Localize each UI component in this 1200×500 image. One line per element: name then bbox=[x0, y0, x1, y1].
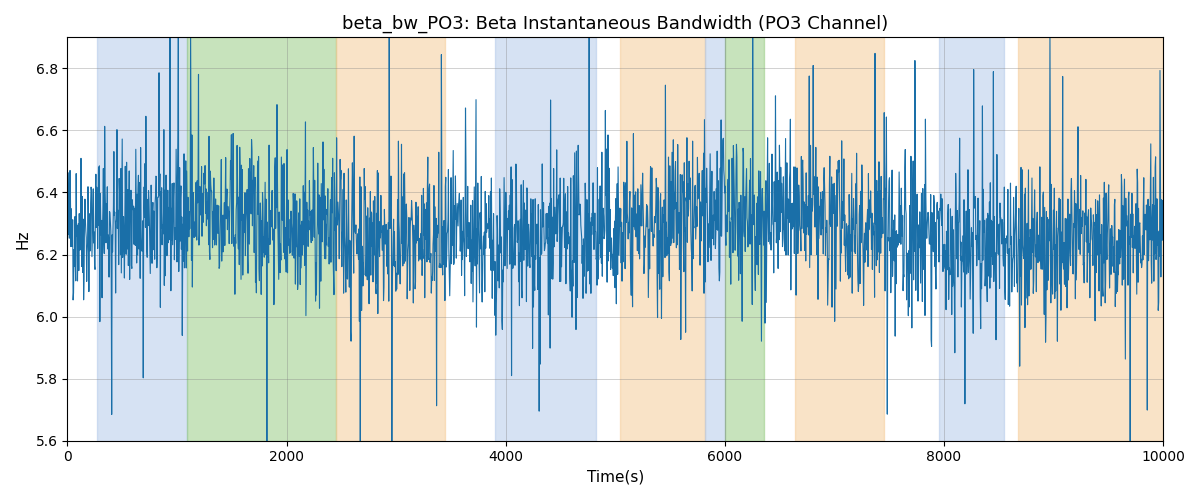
Title: beta_bw_PO3: Beta Instantaneous Bandwidth (PO3 Channel): beta_bw_PO3: Beta Instantaneous Bandwidt… bbox=[342, 15, 888, 34]
Bar bbox=[336, 38, 445, 440]
Bar bbox=[620, 38, 706, 440]
Y-axis label: Hz: Hz bbox=[16, 230, 30, 249]
Bar bbox=[706, 38, 725, 440]
X-axis label: Time(s): Time(s) bbox=[587, 470, 644, 485]
Bar bbox=[725, 38, 764, 440]
Bar bbox=[794, 38, 883, 440]
Bar bbox=[494, 38, 595, 440]
Bar bbox=[940, 38, 1003, 440]
Bar bbox=[97, 38, 187, 440]
Bar bbox=[187, 38, 336, 440]
Bar bbox=[1019, 38, 1163, 440]
